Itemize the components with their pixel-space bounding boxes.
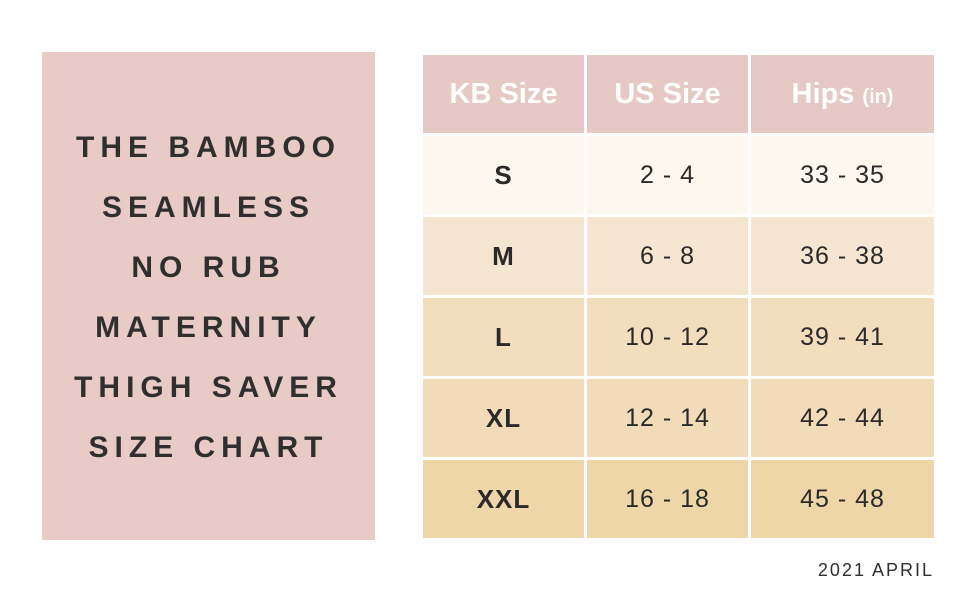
title-line-2: SEAMLESS	[101, 191, 316, 224]
table-row: M 6 - 8 36 - 38	[420, 214, 937, 298]
us-size-cell: 6 - 8	[584, 214, 751, 298]
us-size-cell: 10 - 12	[584, 295, 751, 379]
header-hips-label: Hips	[791, 77, 855, 110]
hips-cell: 36 - 38	[748, 214, 937, 298]
us-size-cell: 2 - 4	[584, 133, 751, 217]
title-panel: THE BAMBOO SEAMLESS NO RUB MATERNITY THI…	[42, 52, 375, 540]
hips-cell: 39 - 41	[748, 295, 937, 379]
hips-cell: 45 - 48	[748, 457, 937, 541]
footer-date: 2021 APRIL	[817, 560, 934, 580]
title-line-3: NO RUB	[131, 251, 286, 284]
header-hips: Hips (in)	[748, 52, 937, 136]
kb-size-cell: S	[420, 133, 587, 217]
us-size-cell: 12 - 14	[584, 376, 751, 460]
table-row: S 2 - 4 33 - 35	[420, 133, 937, 217]
kb-size-cell: XL	[420, 376, 587, 460]
table-row: L 10 - 12 39 - 41	[420, 295, 937, 379]
title-line-6: SIZE CHART	[88, 431, 329, 464]
title-line-1: THE BAMBOO	[76, 131, 341, 164]
hips-cell: 33 - 35	[748, 133, 937, 217]
hips-cell: 42 - 44	[748, 376, 937, 460]
size-table: KB Size US Size Hips (in) S 2 - 4 33 - 3…	[420, 52, 937, 541]
us-size-cell: 16 - 18	[584, 457, 751, 541]
table-row: XXL 16 - 18 45 - 48	[420, 457, 937, 541]
header-us-size: US Size	[584, 52, 751, 136]
kb-size-cell: XXL	[420, 457, 587, 541]
header-kb-size: KB Size	[420, 52, 587, 136]
kb-size-cell: L	[420, 295, 587, 379]
table-row: XL 12 - 14 42 - 44	[420, 376, 937, 460]
header-row: KB Size US Size Hips (in)	[420, 52, 937, 136]
title-line-4: MATERNITY	[95, 311, 322, 344]
kb-size-cell: M	[420, 214, 587, 298]
title-line-5: THIGH SAVER	[74, 371, 343, 404]
header-hips-unit: (in)	[862, 85, 894, 108]
